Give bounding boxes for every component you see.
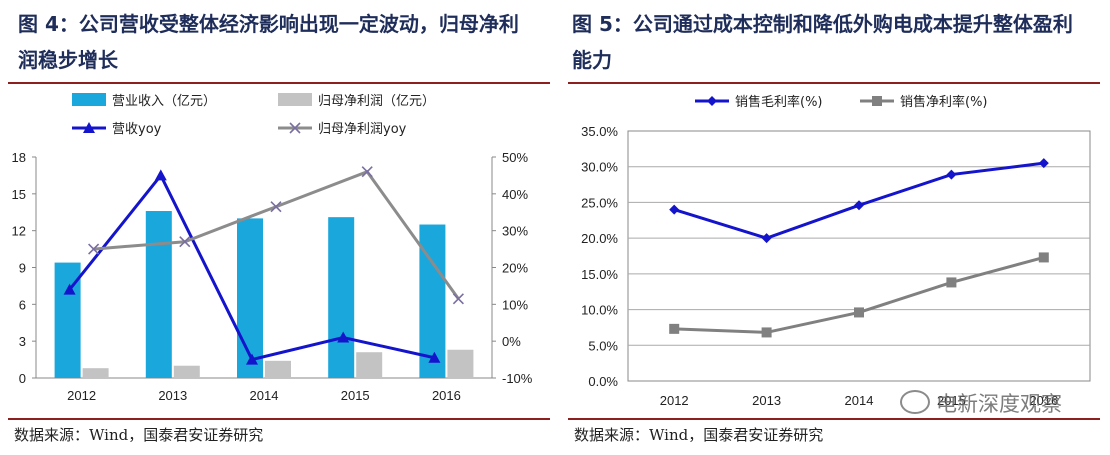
- y2-tick-label: 0%: [502, 334, 521, 349]
- x-tick-label: 2013: [752, 393, 781, 408]
- y2-tick-label: 40%: [502, 187, 528, 202]
- watermark-text: 电新深度观察: [936, 392, 1062, 416]
- y-tick-label: 0: [19, 371, 26, 386]
- net-profit-bar: [356, 352, 383, 378]
- y-tick-label: 6: [19, 297, 26, 312]
- revenue-yoy-point: [154, 169, 167, 181]
- y-tick-label: 25.0%: [581, 195, 618, 210]
- wechat-icon: [900, 390, 930, 414]
- right-title-rule: [568, 82, 1100, 84]
- x-tick-label: 2015: [341, 388, 370, 403]
- y2-tick-label: -10%: [502, 371, 533, 386]
- legend-label: 营收yoy: [112, 122, 162, 137]
- right-source-rule: [568, 418, 1100, 420]
- legend-marker: [83, 122, 95, 133]
- left-chart-panel: 图 4：公司营收受整体经济影响出现一定波动，归母净利润稳步增长 0 3 6 9 12 15…: [8, 12, 550, 444]
- left-title-rule: [8, 82, 550, 84]
- gross-margin-point: [761, 233, 772, 244]
- y-tick-label: 0.0%: [588, 374, 618, 389]
- y-tick-label: 12: [12, 224, 26, 239]
- x-tick-label: 2016: [432, 388, 461, 403]
- net-profit-bar: [82, 368, 109, 378]
- gross-margin-point: [669, 204, 680, 215]
- y-tick-label: 15: [12, 187, 26, 202]
- y2-tick-label: 10%: [502, 297, 528, 312]
- net-profit-yoy-point: [270, 201, 282, 213]
- left-source-note: 数据来源：Wind，国泰君安证券研究: [14, 426, 264, 444]
- y2-tick-label: 50%: [502, 150, 528, 165]
- y-tick-label: 35.0%: [581, 124, 618, 139]
- y2-tick-label: 20%: [502, 261, 528, 276]
- gross-margin-point: [854, 200, 864, 211]
- legend-swatch: [278, 93, 312, 106]
- right-chart-panel: 图 5：公司通过成本控制和降低外购电成本提升整体盈利能力 0.0% 5.0% 10.…: [560, 0, 1110, 455]
- revenue-bar: [145, 211, 172, 378]
- y-tick-label: 30.0%: [581, 160, 618, 175]
- net-margin-point: [1038, 252, 1049, 263]
- legend-label: 营业收入（亿元）: [112, 94, 216, 109]
- y-tick-label: 3: [19, 334, 26, 349]
- x-tick-label: 2013: [158, 388, 187, 403]
- legend-swatch: [72, 93, 106, 106]
- x-tick-label: 2016: [1029, 393, 1058, 408]
- gross-margin-point: [946, 169, 957, 180]
- legend-marker: [707, 96, 717, 106]
- revenue-yoy-point: [63, 283, 76, 295]
- net-profit-bar: [265, 360, 291, 378]
- y-tick-label: 15.0%: [581, 267, 618, 282]
- net-margin-point: [761, 327, 772, 338]
- net-profit-yoy-point: [361, 166, 373, 178]
- revenue-yoy-point: [246, 353, 258, 365]
- y-tick-label: 20.0%: [581, 231, 618, 246]
- right-chart-svg: 0.0% 5.0% 10.0% 15.0% 20.0% 25.0% 30.0% 35.0% 20…: [581, 94, 1091, 408]
- y2-tick-label: 30%: [502, 224, 528, 239]
- x-tick-label: 2012: [67, 388, 96, 403]
- net-profit-bar: [173, 365, 200, 378]
- net-margin-point: [854, 307, 864, 318]
- net-margin-line: [674, 255, 1045, 334]
- x-tick-label: 2014: [845, 393, 874, 408]
- left-source-rule: [8, 418, 550, 420]
- net-margin-point: [946, 277, 957, 288]
- x-tick-label: 2015: [937, 393, 966, 408]
- y-tick-label: 18: [12, 150, 26, 165]
- net-profit-yoy-point: [452, 293, 464, 305]
- net-profit-bar: [447, 349, 474, 378]
- legend-label: 归母净利润yoy: [318, 122, 407, 137]
- net-profit-yoy-point: [179, 236, 191, 248]
- legend-label: 销售净利率(%): [900, 94, 988, 110]
- legend-label: 归母净利润（亿元）: [318, 94, 435, 109]
- right-source-note: 数据来源：Wind，国泰君安证券研究: [574, 426, 824, 444]
- revenue-bar: [328, 217, 355, 378]
- net-margin-point: [669, 323, 680, 334]
- net-profit-yoy-point: [88, 243, 100, 255]
- y-tick-label: 9: [19, 261, 26, 276]
- legend-marker: [289, 122, 301, 134]
- left-chart-svg: 0 3 6 9 12 15 18 -10% 0% 10% 20% 30% 40% 50% 2012 2013 2…: [12, 93, 533, 403]
- gross-margin-point: [1038, 158, 1049, 169]
- x-tick-label: 2014: [250, 388, 279, 403]
- revenue-yoy-point: [337, 331, 350, 343]
- x-tick-label: 2012: [660, 393, 689, 408]
- legend-marker: [872, 96, 882, 106]
- watermark: 电新深度观察: [900, 388, 1062, 418]
- revenue-bar: [237, 218, 263, 378]
- legend-label: 销售毛利率(%): [735, 94, 823, 110]
- revenue-yoy-point: [428, 351, 441, 363]
- left-figure-title: 图 4：公司营收受整体经济影响出现一定波动，归母净利润稳步增长: [18, 12, 519, 72]
- plot-frame: [627, 130, 1091, 382]
- y-tick-label: 5.0%: [588, 338, 618, 353]
- y-tick-label: 10.0%: [581, 303, 618, 318]
- right-figure-title: 图 5：公司通过成本控制和降低外购电成本提升整体盈利能力: [572, 12, 1073, 72]
